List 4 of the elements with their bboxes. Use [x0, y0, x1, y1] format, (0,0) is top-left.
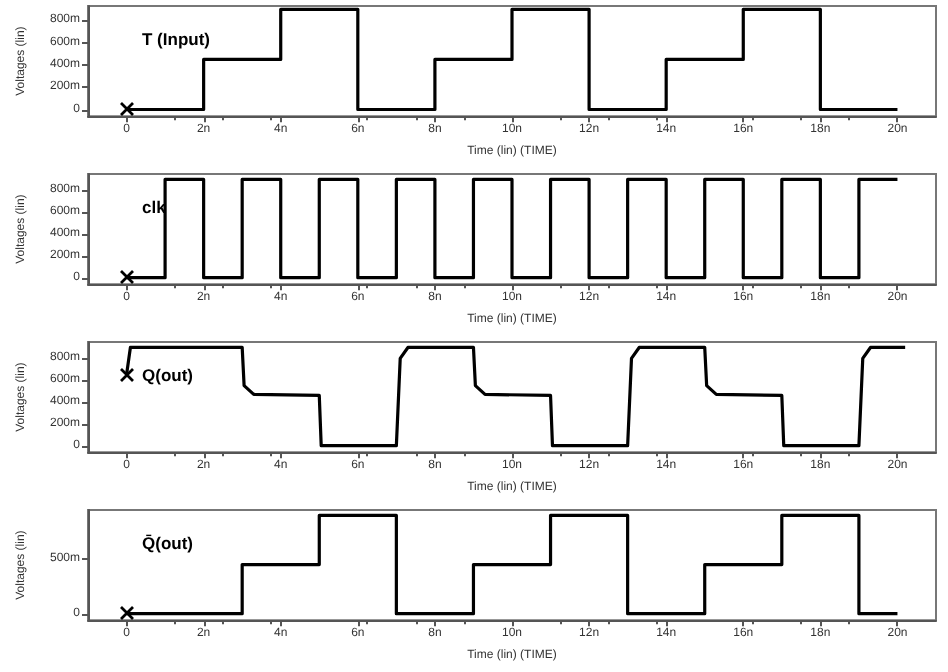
text: Q̄(out)	[142, 533, 194, 553]
text: Q(out)	[142, 365, 194, 385]
text: T (Input)	[142, 29, 211, 49]
text: clk	[142, 197, 167, 217]
